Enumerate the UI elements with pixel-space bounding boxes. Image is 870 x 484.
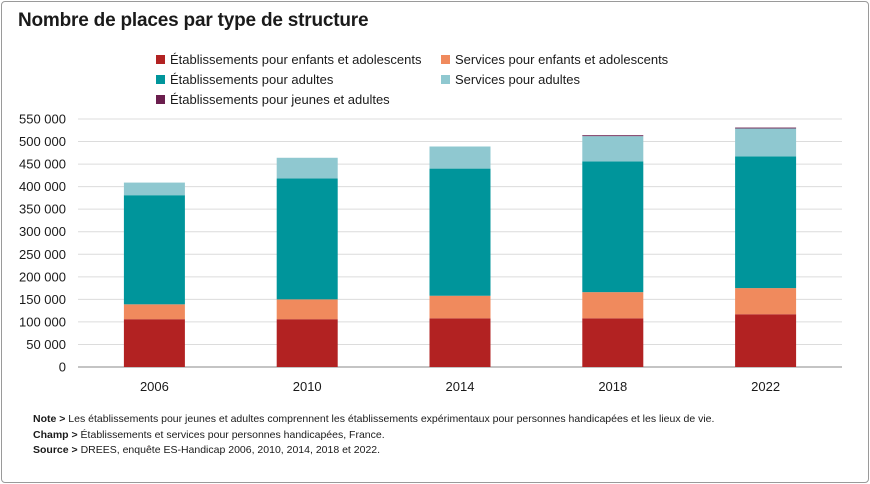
y-tick-label: 550 000	[19, 112, 66, 127]
y-tick-label: 0	[59, 360, 66, 375]
champ-label: Champ >	[33, 428, 78, 441]
bar-segment-2014-s2	[429, 168, 491, 296]
bar-segment-2006-s3	[123, 182, 185, 196]
legend-label: Établissements pour adultes	[170, 72, 334, 87]
bar-segment-2018-s3	[582, 136, 644, 162]
bar-segment-2022-s1	[735, 288, 797, 315]
bar-segment-2018-s1	[582, 292, 644, 319]
bar-segment-2006-s1	[123, 304, 185, 320]
y-tick-label: 250 000	[19, 247, 66, 262]
legend-item-etab-adultes: Établissements pour adultes	[156, 72, 333, 87]
x-tick-label-2010: 2010	[293, 379, 322, 394]
bar-segment-2022-s3	[735, 128, 797, 157]
legend-item-etab-jeunes-adultes: Établissements pour jeunes et adultes	[156, 92, 390, 107]
legend-label: Établissements pour jeunes et adultes	[170, 92, 390, 107]
legend-label: Établissements pour enfants et adolescen…	[170, 52, 422, 67]
legend-item-services-adultes: Services pour adultes	[441, 72, 580, 87]
x-tick-label-2022: 2022	[751, 379, 780, 394]
y-tick-label: 500 000	[19, 134, 66, 149]
bar-segment-2018-s4	[582, 135, 644, 137]
bar-segment-2014-s0	[429, 318, 491, 367]
champ-line: Champ > Établissements et services pour …	[33, 428, 714, 444]
bar-segment-2022-s0	[735, 314, 797, 367]
y-tick-label: 100 000	[19, 314, 66, 329]
legend-swatch	[441, 55, 450, 64]
y-tick-label: 400 000	[19, 179, 66, 194]
note-label: Note >	[33, 413, 66, 425]
bar-segment-2010-s0	[276, 319, 338, 367]
legend-label: Services pour adultes	[455, 72, 581, 87]
bar-segment-2006-s0	[123, 319, 185, 367]
bar-segment-2018-s2	[582, 161, 644, 293]
y-tick-label: 200 000	[19, 269, 66, 284]
legend-item-etab-enfants: Établissements pour enfants et adolescen…	[156, 52, 421, 67]
y-tick-label: 350 000	[19, 202, 66, 217]
note-line: Note > Les établissements pour jeunes et…	[33, 412, 714, 428]
legend-swatch	[156, 95, 165, 104]
bar-segment-2014-s3	[429, 146, 491, 169]
legend-swatch	[156, 75, 165, 84]
bar-segment-2006-s2	[123, 195, 185, 305]
legend-label: Services pour enfants et adolescents	[455, 52, 669, 67]
x-tick-label-2006: 2006	[140, 379, 169, 394]
chart-title: Nombre de places par type de structure	[18, 10, 369, 31]
note-text: Les établissements pour jeunes et adulte…	[65, 413, 715, 425]
y-tick-label: 50 000	[26, 337, 66, 352]
source-text: DREES, enquête ES-Handicap 2006, 2010, 2…	[77, 444, 381, 456]
source-line: Source > DREES, enquête ES-Handicap 2006…	[33, 443, 714, 459]
bar-segment-2022-s2	[735, 156, 797, 289]
bar-segment-2010-s1	[276, 299, 338, 320]
x-tick-label-2018: 2018	[598, 379, 627, 394]
chart-notes: Note > Les établissements pour jeunes et…	[33, 412, 714, 459]
y-tick-label: 450 000	[19, 157, 66, 172]
bar-segment-2022-s4	[735, 127, 797, 129]
legend-item-services-enfants: Services pour enfants et adolescents	[441, 52, 668, 67]
source-label: Source >	[33, 444, 78, 456]
y-tick-label: 150 000	[19, 292, 66, 307]
bar-segment-2010-s3	[276, 157, 338, 179]
champ-text: Établissements et services pour personne…	[77, 428, 385, 441]
bar-segment-2010-s2	[276, 178, 338, 300]
y-tick-label: 300 000	[19, 224, 66, 239]
bar-segment-2014-s1	[429, 295, 491, 319]
x-tick-label-2014: 2014	[446, 379, 475, 394]
bar-segment-2018-s0	[582, 318, 644, 367]
legend-swatch	[156, 55, 165, 64]
legend-swatch	[441, 75, 450, 84]
